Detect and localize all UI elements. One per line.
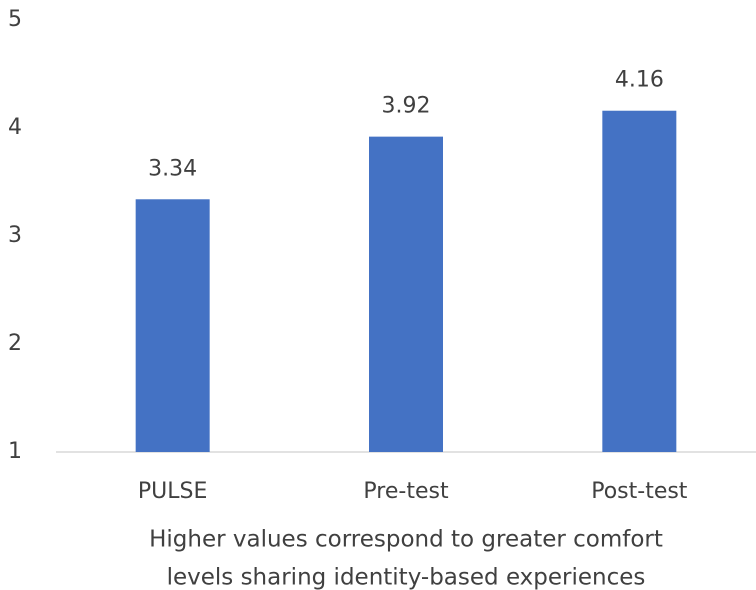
y-tick-label: 4 bbox=[8, 115, 22, 140]
x-axis-label: Higher values correspond to greater comf… bbox=[149, 527, 663, 553]
y-tick-label: 1 bbox=[8, 439, 22, 464]
x-axis-label: levels sharing identity-based experience… bbox=[167, 565, 646, 590]
y-tick-label: 5 bbox=[8, 7, 22, 32]
data-label: 3.34 bbox=[148, 156, 197, 181]
bar bbox=[602, 110, 677, 452]
data-label: 3.92 bbox=[382, 94, 431, 119]
x-tick-label: PULSE bbox=[138, 479, 208, 504]
data-label: 4.16 bbox=[615, 68, 664, 93]
y-tick-label: 3 bbox=[8, 223, 22, 248]
x-tick-label: Post-test bbox=[591, 479, 688, 504]
bar bbox=[135, 199, 210, 452]
bar bbox=[369, 136, 443, 452]
x-tick-label: Pre-test bbox=[363, 479, 449, 504]
y-tick-label: 2 bbox=[8, 331, 22, 356]
